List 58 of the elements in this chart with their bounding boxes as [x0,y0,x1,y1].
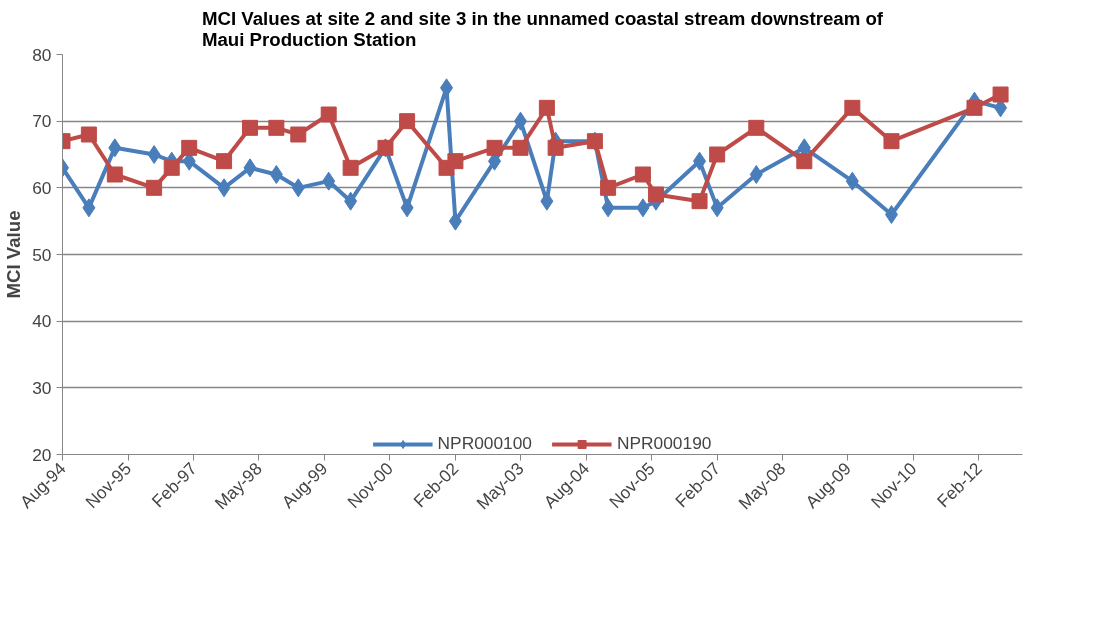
point [748,119,765,136]
y-tick-label: 80 [32,44,52,65]
y-tick-label: 40 [32,311,52,332]
point [647,186,664,203]
point [709,146,726,163]
point [844,99,861,116]
point [845,171,859,191]
point [146,179,163,196]
point [796,153,813,170]
point [269,165,283,184]
point [992,86,1009,103]
point [217,178,231,198]
point [634,166,651,183]
point [322,171,336,191]
point [447,153,464,170]
legend-label: NPR000100 [437,433,532,454]
point [291,178,305,198]
point [108,138,122,158]
point [749,165,763,184]
point [540,191,554,211]
point [290,126,307,143]
y-tick-label: 70 [32,111,52,132]
point [486,139,503,156]
point [884,205,898,224]
point [82,198,96,218]
y-tick-label: 30 [32,377,52,398]
point [512,139,529,156]
y-tick-label: 50 [32,244,52,265]
point [268,119,285,136]
point [242,119,258,136]
point [691,193,708,210]
point [399,113,416,130]
y-tick-label: 60 [32,177,52,198]
point [344,191,358,211]
point [147,145,161,164]
point [243,158,257,178]
point [320,106,337,123]
point [547,139,564,156]
y-axis-title: MCI Value [3,210,25,299]
point [400,198,414,218]
point [693,151,707,171]
point [80,126,97,143]
point [106,166,123,183]
point [538,99,555,116]
point [163,159,180,176]
legend-label: NPR000190 [617,433,712,454]
point [342,159,359,176]
point [966,99,983,116]
point [600,179,617,196]
point [448,211,462,231]
chart-title: MCI Values at site 2 and site 3 in the unnamed coastal stream downstream of Maui Production Station [201,7,884,50]
point [601,198,615,218]
point [181,139,198,156]
point [883,133,900,150]
point [636,198,650,218]
y-tick-label: 20 [32,444,52,465]
point [710,198,724,218]
point [216,153,233,170]
